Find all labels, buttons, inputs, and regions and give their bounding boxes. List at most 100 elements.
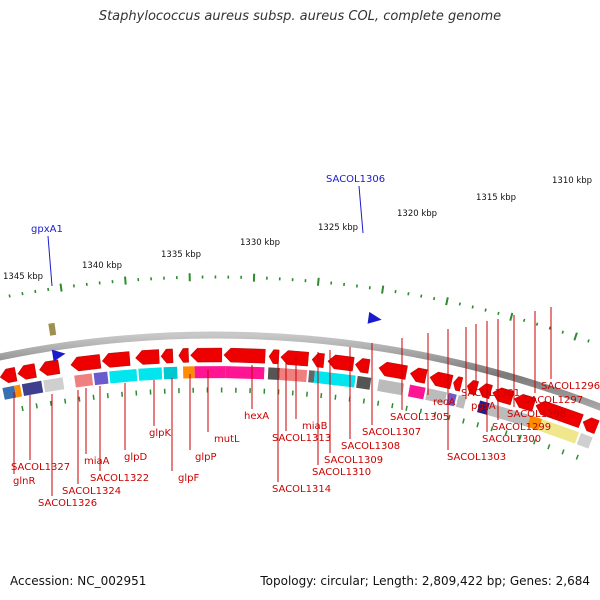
cog-category-block [425,388,447,405]
scale-tick [8,294,11,298]
gene-arrow [223,347,266,364]
cog-category-block [576,433,593,449]
gene-label: glpK [149,428,171,439]
gene-arrow [478,383,493,400]
cog-category-block [313,370,356,388]
gene-label: hexA [244,411,269,422]
cog-category-block [183,366,195,379]
marker-label: gpxA1 [31,224,63,235]
gene-label: SACOL1327 [11,462,70,473]
gene-label: SACOL1299 [492,422,551,433]
gene-arrow [355,358,371,374]
scale-tick [35,403,38,409]
gene-label: glnR [13,476,35,487]
scale-tick [471,305,474,309]
cog-category-block [109,369,138,384]
cog-category-block [14,384,23,398]
scale-tick [462,418,465,424]
cog-category-block [279,368,308,383]
scale-tick [376,400,380,406]
scale-tick [64,398,67,404]
gene-label: glpP [195,452,217,463]
gene-arrow [101,351,131,368]
gene-label: miaA [84,456,110,467]
gene-arrow [17,363,37,380]
scale-tick [124,276,127,285]
gene-label: SACOL1300 [482,434,541,445]
gene-label: mutL [214,434,240,445]
scale-tick [49,400,53,407]
scale-tick [484,308,487,312]
gene-label: SACOL1324 [62,486,121,497]
cog-category-block [446,392,457,407]
scale-tick [21,405,24,412]
accession-text: Accession: NC_002951 [10,574,147,588]
gene-label: SACOL1296 [541,381,600,392]
scale-tick [458,302,461,306]
gene-label: miaB [302,421,328,432]
gene-label: SACOL1305 [390,412,449,423]
scale-tick [476,422,480,428]
gene-arrow [70,354,102,372]
gene-label: SACOL1307 [362,427,421,438]
cog-category-block [308,370,315,383]
gene-arrow [135,349,160,365]
scale-tick-label: 1310 kbp [552,176,592,186]
scale-tick [405,405,408,411]
gene-arrow [582,417,600,434]
marker-triangle [367,311,382,324]
gpxa1-feature-box [48,322,57,336]
gene-arrow [160,348,174,364]
gene-label: SACOL1303 [447,452,506,463]
scale-tick [561,449,565,455]
scale-tick [504,430,508,436]
cog-category-block [377,379,405,396]
cog-category-block [267,367,280,380]
gene-label: pgsA [471,401,496,412]
scale-tick-label: 1345 kbp [3,272,43,282]
gene-label: SACOL1326 [38,498,97,509]
scale-tick [362,398,366,404]
gene-label: SACOL1313 [272,433,331,444]
scale-tick [381,285,385,294]
scale-tick [548,326,552,330]
cog-category-block [407,384,426,400]
gene-label: recA [433,397,456,408]
cog-category-block [455,395,467,409]
scale-tick [547,444,551,450]
scale-tick [497,311,500,316]
scale-tick [92,394,95,400]
marker-leader-line [358,185,364,234]
scale-tick [59,283,63,292]
scale-tick [575,454,579,460]
cog-category-block [74,373,94,388]
scale-tick [445,297,449,306]
gene-arrow [410,367,428,384]
scale-tick [447,414,451,421]
scale-tick [490,426,494,432]
gene-arrow [378,361,408,380]
cog-category-block [356,375,372,390]
gene-arrow [39,359,61,376]
gene-arrow [0,367,18,384]
gene-label: SACOL1309 [324,455,383,466]
gene-label: SACOL1308 [341,441,400,452]
gene-label: SACOL1322 [90,473,149,484]
genome-summary-text: Topology: circular; Length: 2,809,422 bp… [260,574,590,588]
scale-tick [420,294,423,298]
gene-arrow [429,371,454,390]
cog-category-block [526,415,543,431]
scale-tick-label: 1320 kbp [397,209,437,219]
scale-tick [391,403,394,409]
marker-triangle [51,349,66,362]
cog-category-block [93,371,109,386]
scale-tick [573,332,578,341]
gene-arrow [453,376,464,392]
scale-tick [21,292,24,296]
scale-tick [522,318,526,323]
gene-label: glpD [124,452,147,463]
scale-tick [320,393,323,399]
gene-label: SACOL1301 [461,388,520,399]
scale-tick [433,296,436,301]
gene-arrow [535,400,584,428]
